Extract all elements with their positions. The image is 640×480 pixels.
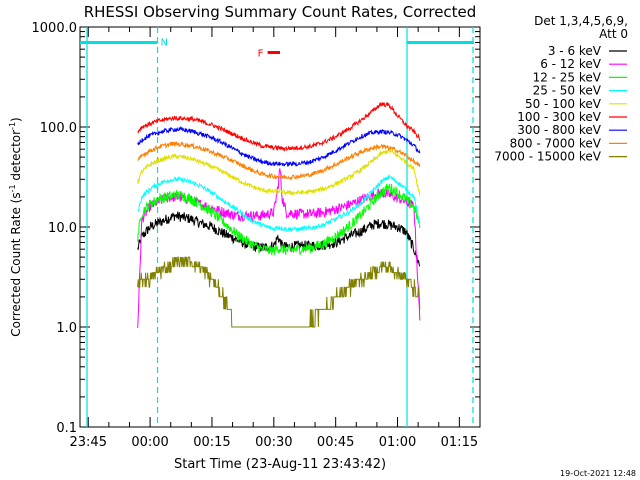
series-layer [137, 101, 421, 328]
series-line-8 [137, 140, 421, 181]
series-line-1 [137, 211, 421, 267]
y-axis-label-mid: detector [9, 130, 23, 185]
series-line-3 [137, 183, 421, 256]
series-line-4 [137, 174, 421, 233]
y-tick-label: 0.1 [56, 421, 77, 436]
series-line-5 [137, 147, 421, 197]
x-tick-label: 00:15 [193, 435, 230, 450]
legend-label: 300 - 800 keV [517, 123, 601, 137]
annotation-layer: NF [80, 27, 474, 427]
legend-header-line-1: Det 1,3,4,5,6,9, [534, 14, 628, 28]
legend-label: 12 - 25 keV [533, 70, 602, 84]
legend-label: 50 - 100 keV [525, 97, 602, 111]
legend-label: 100 - 300 keV [517, 110, 601, 124]
y-axis-label-end: ) [9, 117, 23, 122]
x-tick-label: 01:00 [379, 435, 416, 450]
legend-label: 25 - 50 keV [533, 84, 602, 98]
footer-date: 19-Oct-2021 12:48 [560, 469, 636, 478]
legend-label: 3 - 6 keV [548, 44, 602, 58]
y-tick-label: 1000.0 [32, 21, 78, 36]
chart-title: RHESSI Observing Summary Count Rates, Co… [84, 3, 477, 21]
x-tick-label: 23:45 [70, 435, 107, 450]
series-line-6 [137, 101, 421, 153]
y-tick-label: 100.0 [40, 121, 77, 136]
legend-label: 800 - 7000 keV [510, 136, 602, 150]
y-axis-label: Corrected Count Rate (s-1 detector-1) [8, 117, 23, 336]
y-tick-label: 10.0 [48, 221, 77, 236]
night-label: N [161, 37, 168, 48]
x-tick-label: 00:30 [255, 435, 292, 450]
x-tick-label: 01:15 [441, 435, 478, 450]
x-axis-label: Start Time (23-Aug-11 23:43:42) [174, 457, 386, 472]
x-tick-label: 00:45 [317, 435, 354, 450]
x-tick-label: 00:00 [131, 435, 168, 450]
y-axis-label-main: Corrected Count Rate (s [9, 192, 23, 336]
y-axis-label-sup1: -1 [8, 184, 17, 192]
series-line-7 [137, 125, 421, 167]
legend-label: 7000 - 15000 keV [494, 150, 601, 164]
y-axis-label-sup2: -1 [8, 122, 17, 130]
x-axis: 23:45 00:00 00:15 00:30 00:45 01:00 01:15 [70, 27, 481, 450]
y-tick-label: 1.0 [56, 321, 77, 336]
legend-header-line-2: Att 0 [599, 27, 628, 41]
y-axis: 0.1 1.0 10.0 100.0 1000.0 [32, 21, 480, 436]
legend-label: 6 - 12 keV [540, 57, 602, 71]
series-line-9 [137, 256, 421, 328]
flare-label: F [258, 48, 264, 59]
